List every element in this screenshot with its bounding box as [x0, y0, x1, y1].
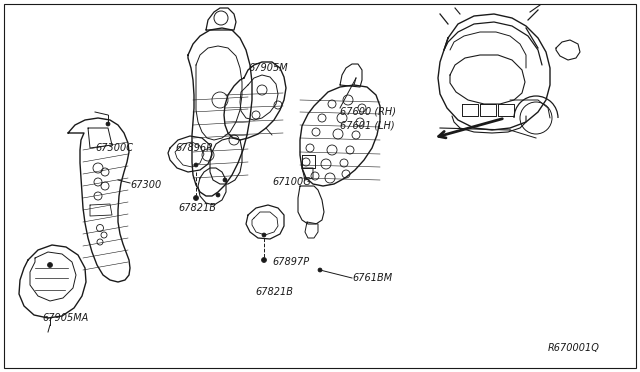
Text: 67821B: 67821B [178, 203, 216, 213]
Text: 67821B: 67821B [255, 287, 293, 297]
Text: 67896P: 67896P [175, 143, 212, 153]
Circle shape [193, 196, 198, 201]
Text: 67601 (LH): 67601 (LH) [340, 121, 395, 131]
Text: 67600 (RH): 67600 (RH) [340, 107, 396, 117]
Circle shape [194, 163, 198, 167]
Text: 67905M: 67905M [248, 63, 287, 73]
Text: 67897P: 67897P [272, 257, 309, 267]
Circle shape [262, 257, 266, 263]
Text: 67905MA: 67905MA [42, 313, 88, 323]
Text: 67100G: 67100G [272, 177, 311, 187]
Circle shape [223, 178, 227, 182]
Text: 67300: 67300 [130, 180, 161, 190]
Circle shape [216, 193, 220, 197]
Circle shape [318, 268, 322, 272]
Text: R670001Q: R670001Q [548, 343, 600, 353]
Text: 67300C: 67300C [95, 143, 133, 153]
Text: 6761BM: 6761BM [352, 273, 392, 283]
Circle shape [262, 233, 266, 237]
Circle shape [47, 263, 52, 267]
Circle shape [106, 122, 110, 126]
